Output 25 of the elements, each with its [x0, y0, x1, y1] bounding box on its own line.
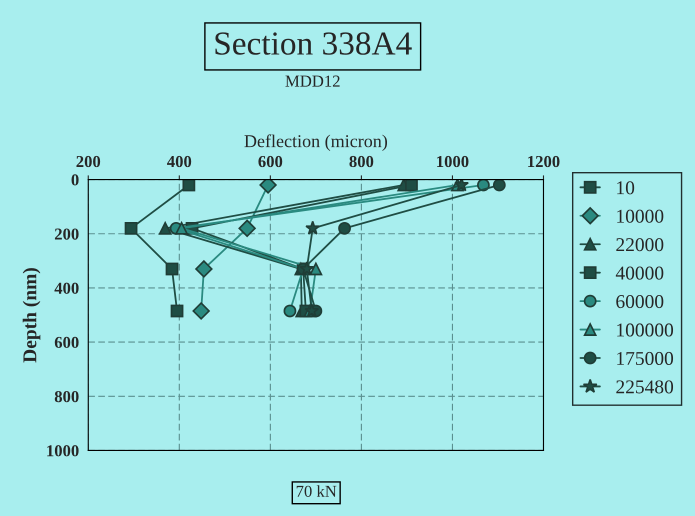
y-tick-label: 0	[72, 174, 79, 186]
y-tick-label: 200	[54, 228, 79, 240]
legend-label: 10	[617, 181, 634, 194]
chart-title: Section 338A4	[215, 32, 412, 55]
legend-label: 60000	[616, 294, 664, 308]
legend-label: 100000	[617, 323, 674, 337]
y-tick-label: 1000	[47, 445, 79, 456]
legend-label: 10000	[617, 210, 664, 223]
x-tick-label: 600	[258, 156, 282, 168]
x-axis-title: Deflection (micron)	[244, 134, 388, 151]
x-tick-label: 400	[167, 156, 192, 168]
y-tick-label: 800	[54, 390, 79, 402]
legend-label: 40000	[616, 266, 664, 280]
x-tick-label: 200	[76, 156, 100, 168]
y-tick-label: 400	[54, 282, 79, 294]
legend-label: 175000	[617, 352, 674, 366]
y-tick-label: 600	[54, 336, 79, 348]
chart-subtitle: MDD12	[285, 76, 340, 87]
x-tick-label: 1000	[437, 156, 468, 168]
text: 70 kN	[296, 485, 336, 497]
legend-label: 22000	[616, 238, 664, 252]
x-tick-label: 1200	[528, 156, 560, 168]
legend-label: 225480	[616, 380, 674, 394]
y-axis-title: Depth (nm)	[22, 268, 40, 362]
x-tick-label: 800	[349, 156, 374, 168]
